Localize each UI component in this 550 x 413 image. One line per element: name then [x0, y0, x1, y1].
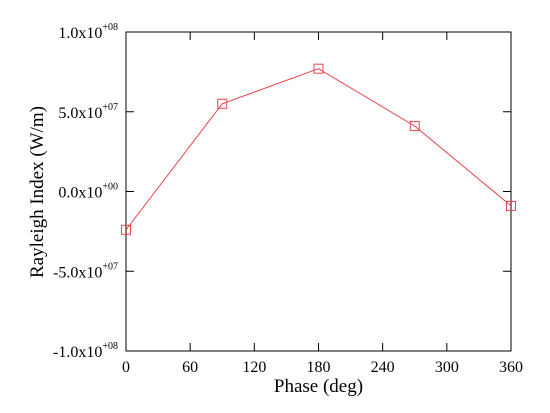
y-tick-label: -5.0x10+07 — [53, 261, 118, 281]
y-axis-title: Rayleigh Index (W/m) — [27, 106, 48, 278]
x-tick-label: 0 — [122, 359, 130, 376]
y-tick-mantissa: 1.0x10 — [58, 25, 102, 42]
y-tick-label: 1.0x10+08 — [58, 22, 118, 42]
y-tick-mantissa: -5.0x10 — [53, 264, 102, 281]
x-tick-label: 300 — [435, 359, 459, 376]
y-tick-exponent: +00 — [102, 182, 118, 193]
data-point-marker — [121, 224, 131, 235]
y-tick-exponent: +07 — [102, 261, 118, 272]
x-tick-label: 360 — [499, 359, 523, 376]
data-point-marker — [313, 63, 324, 74]
y-tick-label: -1.0x10+08 — [53, 341, 118, 361]
y-tick-exponent: +08 — [102, 22, 118, 33]
y-tick-mantissa: 5.0x10 — [58, 105, 102, 122]
data-point-marker — [506, 200, 516, 211]
y-tick-exponent: +08 — [102, 341, 118, 352]
series-line — [125, 68, 512, 231]
x-tick-label: 240 — [371, 359, 395, 376]
y-tick-label: 5.0x10+07 — [58, 102, 118, 122]
x-tick-label: 120 — [242, 359, 266, 376]
y-tick-label: 0.0x10+00 — [58, 182, 118, 202]
y-tick-mantissa: 0.0x10 — [58, 185, 102, 202]
data-point-marker — [217, 98, 228, 109]
x-axis-title: Phase (deg) — [274, 376, 363, 397]
y-tick-exponent: +07 — [102, 102, 118, 113]
y-tick-mantissa: -1.0x10 — [53, 344, 102, 361]
x-tick-label: 60 — [182, 359, 198, 376]
x-tick-label: 180 — [307, 359, 331, 376]
data-point-marker — [409, 121, 420, 132]
plot-frame — [125, 31, 512, 352]
